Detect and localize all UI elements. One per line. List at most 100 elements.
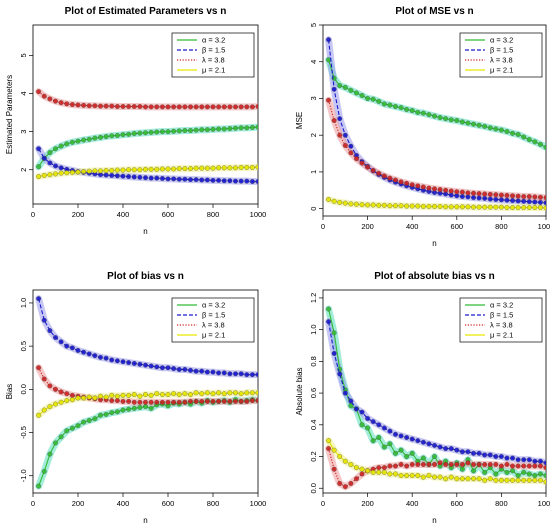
data-point: [420, 474, 426, 480]
data-point: [255, 398, 258, 404]
data-point: [498, 197, 504, 203]
data-point: [58, 143, 64, 149]
y-tick-label: 2: [19, 168, 28, 172]
data-point: [75, 395, 81, 401]
data-point: [154, 399, 160, 405]
data-point: [493, 204, 499, 210]
y-tick-label: 0.0: [19, 384, 28, 394]
data-point: [143, 392, 148, 397]
data-point: [348, 201, 354, 207]
data-point: [131, 399, 137, 405]
data-point: [36, 365, 42, 371]
data-point: [521, 194, 527, 200]
x-tick-label: 200: [361, 222, 374, 231]
data-point: [165, 399, 171, 405]
data-point: [337, 132, 343, 138]
data-point: [482, 461, 488, 467]
data-point: [493, 126, 499, 132]
y-tick-label: 5: [19, 53, 28, 57]
data-point: [365, 425, 371, 431]
data-point: [143, 404, 148, 410]
data-point: [348, 461, 354, 467]
data-point: [365, 164, 371, 170]
data-point: [404, 180, 410, 186]
data-point: [204, 165, 210, 171]
data-point: [64, 391, 70, 397]
data-point: [159, 399, 165, 405]
data-point: [471, 195, 477, 201]
data-point: [443, 446, 449, 452]
data-point: [348, 398, 354, 404]
y-tick-label: 3: [309, 96, 318, 100]
data-point: [337, 454, 343, 459]
data-point: [126, 104, 132, 109]
data-point: [199, 368, 205, 374]
data-point: [41, 376, 47, 382]
legend-label-2: β = 1.5: [490, 46, 513, 55]
x-tick-label: 800: [207, 499, 220, 508]
data-point: [216, 126, 222, 132]
data-point: [515, 205, 521, 211]
data-point: [537, 458, 543, 464]
data-point: [109, 357, 115, 363]
data-point: [393, 104, 398, 110]
chart-panel-4: Plot of absolute bias vs n 0 200 400 600 800 1…: [295, 271, 550, 525]
data-point: [244, 390, 250, 396]
data-point: [193, 127, 199, 133]
data-point: [515, 463, 521, 469]
data-point: [387, 203, 393, 209]
data-point: [404, 107, 410, 112]
data-point: [81, 102, 87, 108]
data-point: [342, 484, 348, 490]
data-point: [103, 168, 109, 173]
data-point: [120, 359, 126, 365]
data-point: [471, 204, 477, 210]
data-point: [387, 428, 393, 434]
chart-title: Plot of Estimated Parameters vs n: [65, 6, 227, 17]
legend-label-1: α = 3.2: [202, 301, 225, 310]
x-tick-label: 0: [321, 499, 325, 508]
data-point: [331, 330, 337, 336]
data-point: [493, 196, 499, 202]
data-point: [543, 473, 546, 479]
data-point: [182, 399, 188, 405]
data-point: [432, 203, 437, 209]
data-point: [171, 128, 177, 134]
data-point: [426, 461, 432, 467]
data-point: [331, 350, 337, 356]
data-point: [233, 104, 238, 110]
series-group: [35, 295, 258, 490]
data-point: [543, 195, 546, 201]
legend-label-1: α = 3.2: [202, 36, 225, 45]
data-point: [348, 481, 354, 486]
data-point: [409, 203, 415, 209]
legend-label-1: α = 3.2: [490, 301, 513, 310]
data-point: [92, 395, 98, 401]
data-point: [255, 164, 258, 170]
data-point: [109, 168, 115, 173]
data-point: [353, 156, 359, 162]
data-point: [504, 469, 510, 475]
data-point: [244, 125, 250, 131]
x-axis-label: n: [143, 516, 147, 525]
data-point: [98, 134, 103, 140]
data-point: [532, 194, 538, 200]
x-axis-label: n: [432, 239, 436, 248]
y-tick-label: 0.0: [309, 483, 318, 493]
data-point: [487, 461, 493, 467]
data-point: [53, 335, 58, 340]
series-line-2: [328, 39, 546, 204]
data-point: [337, 199, 343, 205]
data-point: [420, 461, 426, 467]
data-point: [409, 473, 415, 479]
data-point: [92, 353, 98, 359]
data-point: [238, 398, 244, 404]
data-point: [188, 177, 193, 183]
data-point: [404, 454, 410, 459]
data-point: [69, 425, 75, 431]
data-point: [353, 406, 359, 412]
data-point: [415, 109, 421, 115]
data-point: [465, 449, 471, 455]
data-point: [437, 444, 443, 450]
data-point: [376, 170, 382, 176]
